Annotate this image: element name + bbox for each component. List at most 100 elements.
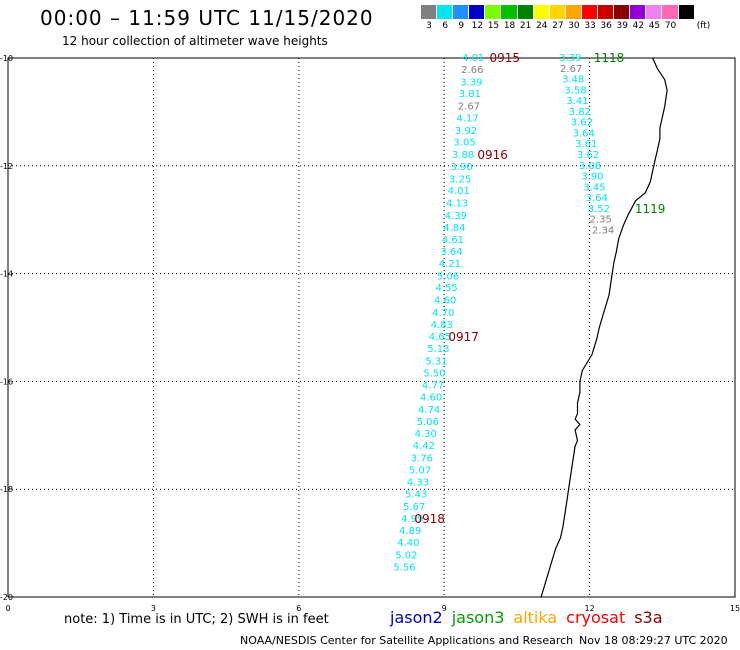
lat-tick-label: -16 [0,377,13,386]
legend-swatch [453,5,470,19]
legend-swatch [549,5,566,19]
lat-tick-label: -14 [0,270,13,279]
legend-swatch [646,5,663,19]
swh-value: 3.39 [460,77,482,88]
swh-value: 4.60 [434,296,456,307]
swh-value: 4.74 [418,405,440,416]
satellite-jason3: jason3 [451,608,505,627]
satellite-cryosat: cryosat [566,608,626,627]
swh-value: 3.25 [449,174,471,185]
swh-value: 3.90 [451,162,473,173]
map-subtitle: 12 hour collection of altimeter wave hei… [62,34,328,48]
legend-swatch [598,5,615,19]
swh-value: 2.35 [590,215,612,226]
map-frame [7,57,736,598]
legend-label: 36 [600,21,612,31]
lon-tick-label: 6 [296,604,301,613]
swh-value: 5.43 [405,490,427,501]
swh-value: 5.06 [417,417,439,428]
lon-tick-label: 15 [730,604,740,613]
swh-value: 4.77 [422,381,444,392]
swh-value: 4.17 [456,113,478,124]
legend-swatch [614,5,631,19]
time-label: 0918 [414,512,445,526]
legend-swatch [469,5,486,19]
legend-label: 9 [458,21,465,31]
legend-labels: 3 6 9 12 15 18 21 24 27 30 33 36 39 42 45 70 (ft) [421,21,710,33]
swh-value: 3.64 [440,247,462,258]
swh-value: 3.81 [459,89,481,100]
swh-value: 4.84 [443,223,465,234]
legend-swatch [662,5,679,19]
swh-value: 4.61 [442,235,464,246]
satellite-altika: altika [513,608,558,627]
swh-value: 3.64 [586,193,608,204]
legend-label: 15 [487,21,500,31]
satellite-legend: jason2 jason3 altika cryosat s3a [390,608,663,627]
swh-value: 5.07 [409,465,431,476]
swh-value: 4.55 [435,283,457,294]
legend-swatch [630,5,647,19]
lat-tick-label: -10 [0,54,13,63]
lat-tick-label: -12 [0,162,13,171]
legend-label: 3 [426,21,432,31]
legend-swatch [437,5,454,19]
swh-value: 4.42 [413,441,435,452]
legend-swatch [517,5,534,19]
coastline [540,57,668,598]
swh-value: 3.48 [562,75,584,86]
lon-tick-label: 0 [5,604,10,613]
swh-value: 4.13 [446,199,468,210]
lon-tick-label: 3 [151,604,156,613]
swh-value: 2.67 [458,102,480,113]
swh-value: 4.39 [445,211,467,222]
legend-swatches [421,5,695,19]
swh-value: 2.67 [560,64,582,75]
time-label: 1118 [594,51,625,65]
swh-value: 2.34 [592,225,614,236]
legend-label: 6 [442,21,449,31]
legend-label: 45 [648,21,661,31]
satellite-s3a: s3a [634,608,663,627]
legend-label: 24 [536,21,548,31]
swh-value: 5.31 [425,356,447,367]
legend-label: 39 [616,21,628,31]
swh-value: 3.64 [573,128,595,139]
satellite-jason2: jason2 [390,608,443,627]
swh-value: 5.13 [427,344,449,355]
swh-value: 4.60 [420,393,442,404]
swh-value: 3.08 [579,161,601,172]
swh-value: 5.06 [437,271,459,282]
swh-value: 5.50 [423,368,445,379]
swh-value: 4.21 [439,259,461,270]
swh-value: 3.58 [564,85,586,96]
swh-value: 4.33 [407,478,429,489]
color-legend: 3 6 9 12 15 18 21 24 27 30 33 36 39 42 45 70 (ft) [421,5,710,33]
legend-unit: (ft) [696,21,711,31]
swh-value: 3.41 [566,96,588,107]
swh-value: 5.02 [395,550,417,561]
swh-value: 3.45 [583,182,605,193]
swh-value: 4.70 [432,308,454,319]
swh-value: 3.88 [452,150,474,161]
map-title: 00:00 – 11:59 UTC 11/15/2020 [40,6,374,30]
swh-value: 4.65 [429,332,451,343]
legend-label: 30 [568,21,580,31]
swh-value: 2.66 [461,65,483,76]
swh-value: 4.40 [397,538,419,549]
legend-swatch [533,5,550,19]
swh-value: 4.83 [431,320,453,331]
footer-timestamp: Nov 18 08:29:27 UTC 2020 [579,634,728,647]
legend-label: 70 [664,21,677,31]
time-label: 0917 [448,330,479,344]
swh-value: 3.76 [411,453,433,464]
swh-value: 3.92 [455,126,477,137]
swh-value: 3.39 [559,53,581,64]
lat-tick-label: -18 [0,485,13,494]
legend-swatch [421,5,438,19]
swh-value: 4.30 [415,429,437,440]
swh-value: 4.89 [399,526,421,537]
lon-tick-label: 12 [585,604,595,613]
legend-label: 21 [519,21,532,31]
footer-note: note: 1) Time is in UTC; 2) SWH is in fe… [64,612,329,627]
